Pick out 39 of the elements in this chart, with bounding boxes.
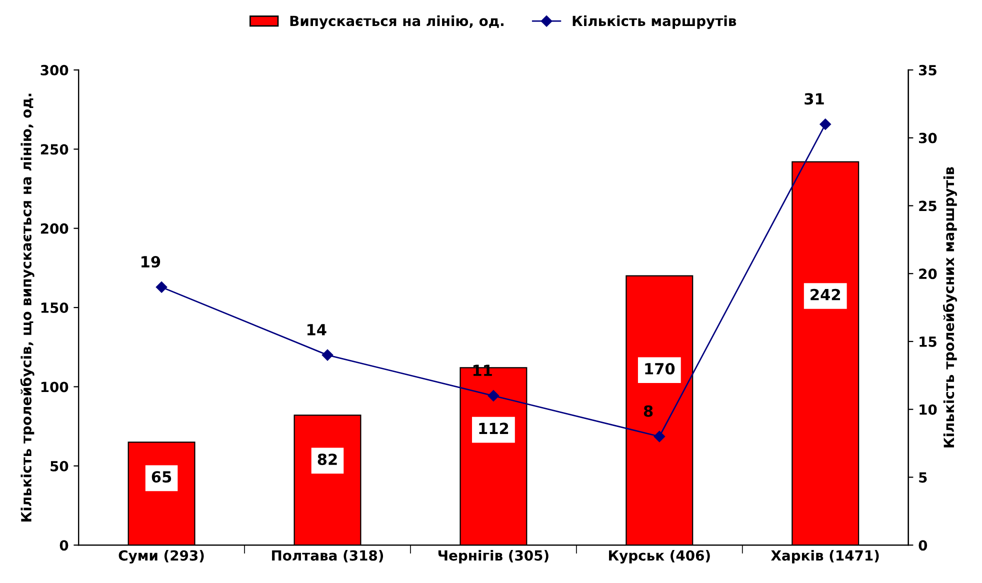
data-label: 82 [318,454,337,466]
x-tick-label: Суми (293) [118,550,204,564]
point [488,390,500,402]
y2-axis-title: Кількість тролейбусних маршрутів [942,167,957,448]
point [322,349,334,361]
y-axis-title: Кількість тролейбусів, що випускається на лінію, од. [20,94,34,522]
y-tick-label: 150 [41,302,68,314]
x-tick-label: Чернігів (305) [438,550,548,564]
data-label: 242 [810,288,840,300]
y-tick-label: 250 [40,144,68,155]
y2-tick-label: 0 [918,540,928,551]
y2-tick-label: 5 [919,472,927,483]
y2-tick-label: 10 [920,404,937,415]
data-label: 14 [307,324,326,336]
x-tick-label: Курськ (406) [609,550,710,564]
y-tick-label: 200 [40,223,68,234]
x-tick-label: Харків (1471) [771,550,879,564]
data-label: 11 [473,364,492,376]
data-label: 31 [804,93,824,105]
data-label: 65 [152,471,172,483]
point [820,118,831,130]
y-tick-label: 100 [41,382,68,392]
legend-label: Кількість маршрутів [572,15,736,29]
data-label: 112 [479,422,508,434]
y-tick-label: 300 [40,64,68,76]
data-label: 8 [644,405,653,417]
data-label: 170 [645,362,675,375]
data-label: 19 [142,256,160,268]
y2-tick-label: 35 [919,64,936,76]
y2-tick-label: 30 [919,132,937,144]
y-tick-label: 0 [60,540,68,551]
y2-tick-label: 20 [919,268,937,280]
legend-label: Випускається на лінію, од. [290,15,504,29]
y2-tick-label: 15 [920,336,936,347]
y-tick-label: 50 [50,460,68,472]
point [156,282,168,293]
y2-tick-label: 25 [919,200,936,212]
point [654,430,666,442]
x-tick-label: Полтава (318) [272,550,384,562]
